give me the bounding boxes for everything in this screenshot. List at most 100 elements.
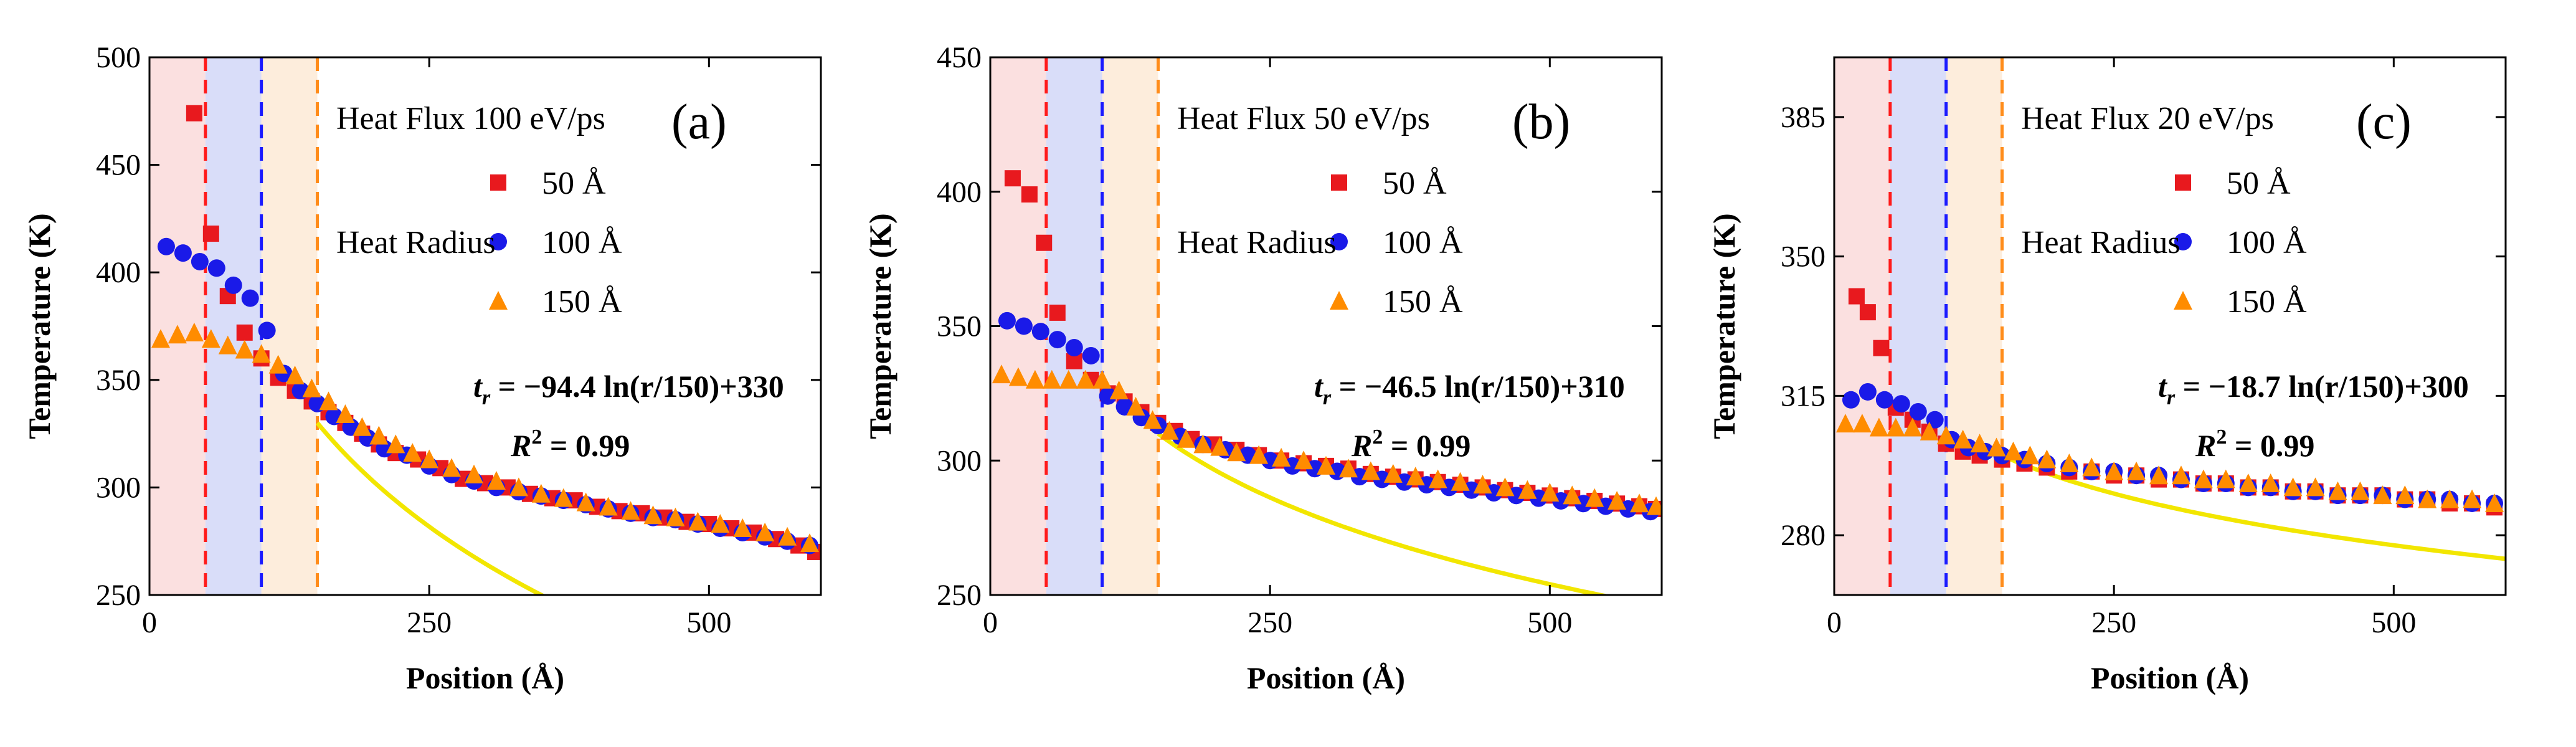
data-point [2037, 449, 2057, 469]
fit-curve [1157, 432, 1612, 595]
data-point [2004, 441, 2023, 460]
eq-lhs: t [473, 369, 483, 404]
data-point [1848, 288, 1865, 305]
legend-label: 150 Å [2227, 284, 2307, 320]
legend-label: 150 Å [1383, 284, 1463, 320]
y-tick-label: 500 [96, 41, 141, 74]
data-point [1987, 437, 2006, 457]
data-point [1406, 467, 1425, 486]
fit-equation: tr = −46.5 ln(r/150)+310 [1314, 369, 1625, 409]
data-point [554, 488, 573, 507]
data-point [1647, 496, 1662, 515]
data-point [1495, 477, 1515, 497]
y-tick-label: 250 [96, 579, 141, 612]
data-point [201, 329, 220, 348]
x-tick-label: 500 [2371, 606, 2416, 639]
legend-marker [490, 233, 507, 250]
data-point [1585, 488, 1604, 507]
r2-base: R [1351, 428, 1372, 463]
data-point [2149, 465, 2169, 485]
data-point [202, 226, 219, 242]
series-3 [992, 364, 1662, 515]
data-point [1842, 391, 1860, 409]
legend-label: 100 Å [2227, 225, 2307, 260]
data-point [353, 417, 372, 436]
y-tick-label: 400 [96, 256, 141, 289]
data-point [168, 325, 187, 344]
y-tick-label: 400 [937, 176, 982, 209]
data-point [1272, 447, 1291, 467]
legend-label: 50 Å [1383, 166, 1447, 201]
data-point [1428, 469, 1447, 488]
x-tick-label: 500 [1527, 606, 1572, 639]
data-point [1008, 367, 1028, 386]
legend-title: Heat Radius [2021, 225, 2181, 260]
data-point [688, 511, 708, 531]
data-point [2283, 477, 2303, 497]
y-tick-label: 350 [937, 310, 982, 343]
y-axis-label: Temperature (K) [22, 213, 57, 439]
data-point [1076, 369, 1095, 389]
data-point [1082, 346, 1100, 364]
data-point [2440, 489, 2460, 508]
data-point [1126, 396, 1145, 416]
data-point [319, 391, 338, 411]
data-point [369, 426, 389, 445]
fit-equation: tr = −18.7 ln(r/150)+300 [2158, 369, 2469, 409]
data-point [236, 324, 253, 341]
data-point [252, 344, 271, 363]
x-tick-label: 250 [1248, 606, 1292, 639]
data-point [1859, 304, 1876, 321]
data-point [207, 259, 225, 277]
chart-title: Heat Flux 100 eV/ps [336, 101, 605, 136]
y-tick-label: 385 [1781, 101, 1825, 134]
data-point [509, 477, 528, 497]
data-point [2485, 493, 2504, 512]
x-axis-label: Position (Å) [2091, 660, 2249, 695]
shaded-region-3 [1102, 57, 1158, 595]
data-point [1875, 391, 1893, 409]
data-point [1936, 426, 1956, 445]
data-point [1451, 472, 1470, 491]
plot-frame [148, 56, 822, 596]
x-tick-label: 500 [686, 606, 731, 639]
data-point [1903, 417, 1922, 437]
eq-sub: r [1323, 386, 1332, 409]
shaded-region-1 [1834, 57, 1890, 595]
fit-equation: tr = −94.4 ln(r/150)+330 [473, 369, 784, 409]
y-tick-label: 250 [937, 579, 982, 612]
legend-marker [1330, 291, 1348, 310]
data-point [218, 335, 237, 354]
data-point [666, 507, 685, 526]
y-tick-label: 315 [1781, 379, 1825, 412]
eq-rhs: = −46.5 ln(r/150)+310 [1331, 369, 1625, 404]
data-point [1909, 402, 1927, 421]
fit-curve [315, 421, 546, 595]
data-point [1892, 395, 1910, 413]
data-point [258, 321, 276, 340]
data-point [2127, 461, 2146, 480]
panel-label: (c) [2356, 95, 2412, 150]
r-squared: R2 = 0.99 [510, 426, 630, 463]
x-tick-label: 0 [983, 606, 998, 639]
data-point [1021, 186, 1038, 203]
data-point [2105, 461, 2124, 480]
chart-title: Heat Flux 50 eV/ps [1177, 101, 1430, 136]
r2-sup: 2 [1372, 426, 1383, 449]
legend-label: 100 Å [542, 225, 622, 260]
data-point [1361, 461, 1380, 480]
data-point [1249, 445, 1269, 464]
legend-marker [2174, 291, 2192, 310]
data-point [621, 501, 640, 520]
data-point [1383, 464, 1403, 483]
data-point [184, 322, 204, 341]
data-point [1065, 339, 1083, 357]
data-point [711, 514, 730, 533]
data-point [1227, 442, 1246, 462]
data-point [157, 237, 175, 255]
data-point [643, 505, 663, 525]
data-point [1004, 170, 1021, 187]
y-axis-label: Temperature (K) [863, 213, 897, 439]
